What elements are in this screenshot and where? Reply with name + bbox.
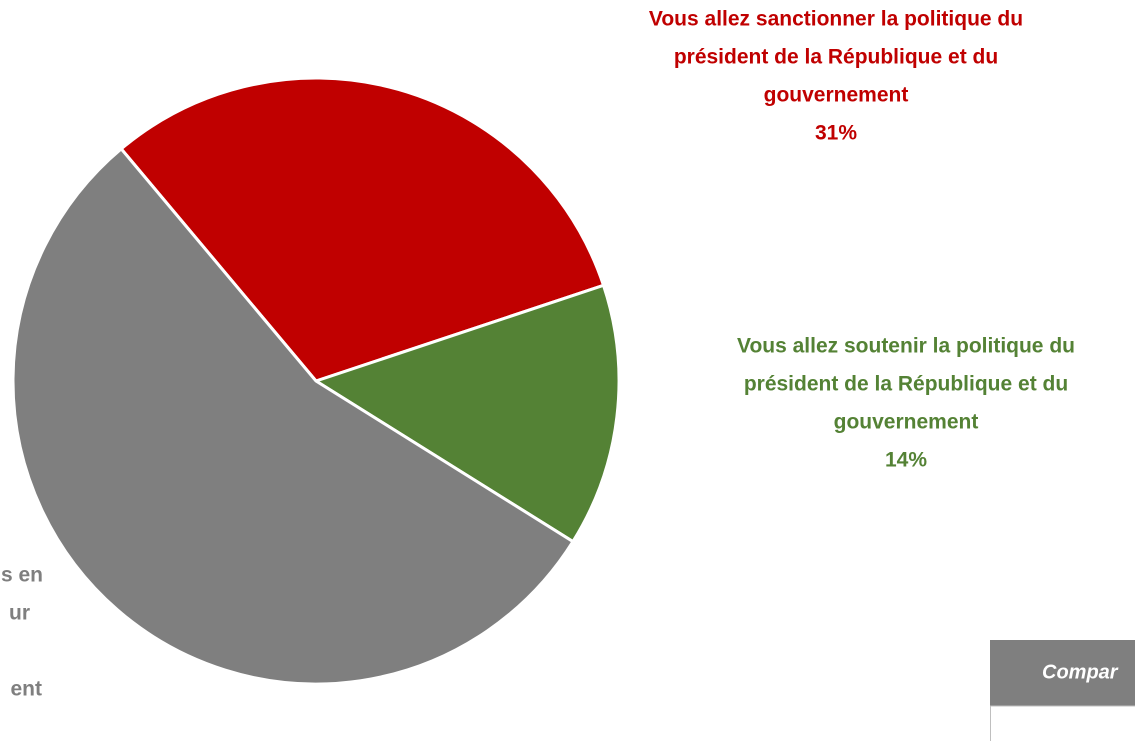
slice-label: président de la République et du xyxy=(744,373,1068,396)
table-body-cell xyxy=(990,705,1135,741)
slice-label: ent xyxy=(11,678,43,701)
pie-slice xyxy=(11,146,576,686)
value-label: 14% xyxy=(885,449,927,472)
slice-label: Vous allez sanctionner la politique du xyxy=(649,8,1023,31)
slice-label: président de la République et du xyxy=(674,46,998,69)
value-label: 31% xyxy=(815,122,857,145)
pie-slice xyxy=(119,76,606,383)
slice-label: gouvernement xyxy=(834,411,979,434)
slice-label: ur xyxy=(9,602,30,625)
slice-label: s en xyxy=(1,564,43,587)
slice-label: gouvernement xyxy=(764,84,909,107)
table-header: Compar xyxy=(1042,661,1119,683)
pie-slice xyxy=(312,283,621,544)
slice-label: Vous allez soutenir la politique du xyxy=(737,335,1075,358)
table-header-cell xyxy=(990,640,1135,706)
